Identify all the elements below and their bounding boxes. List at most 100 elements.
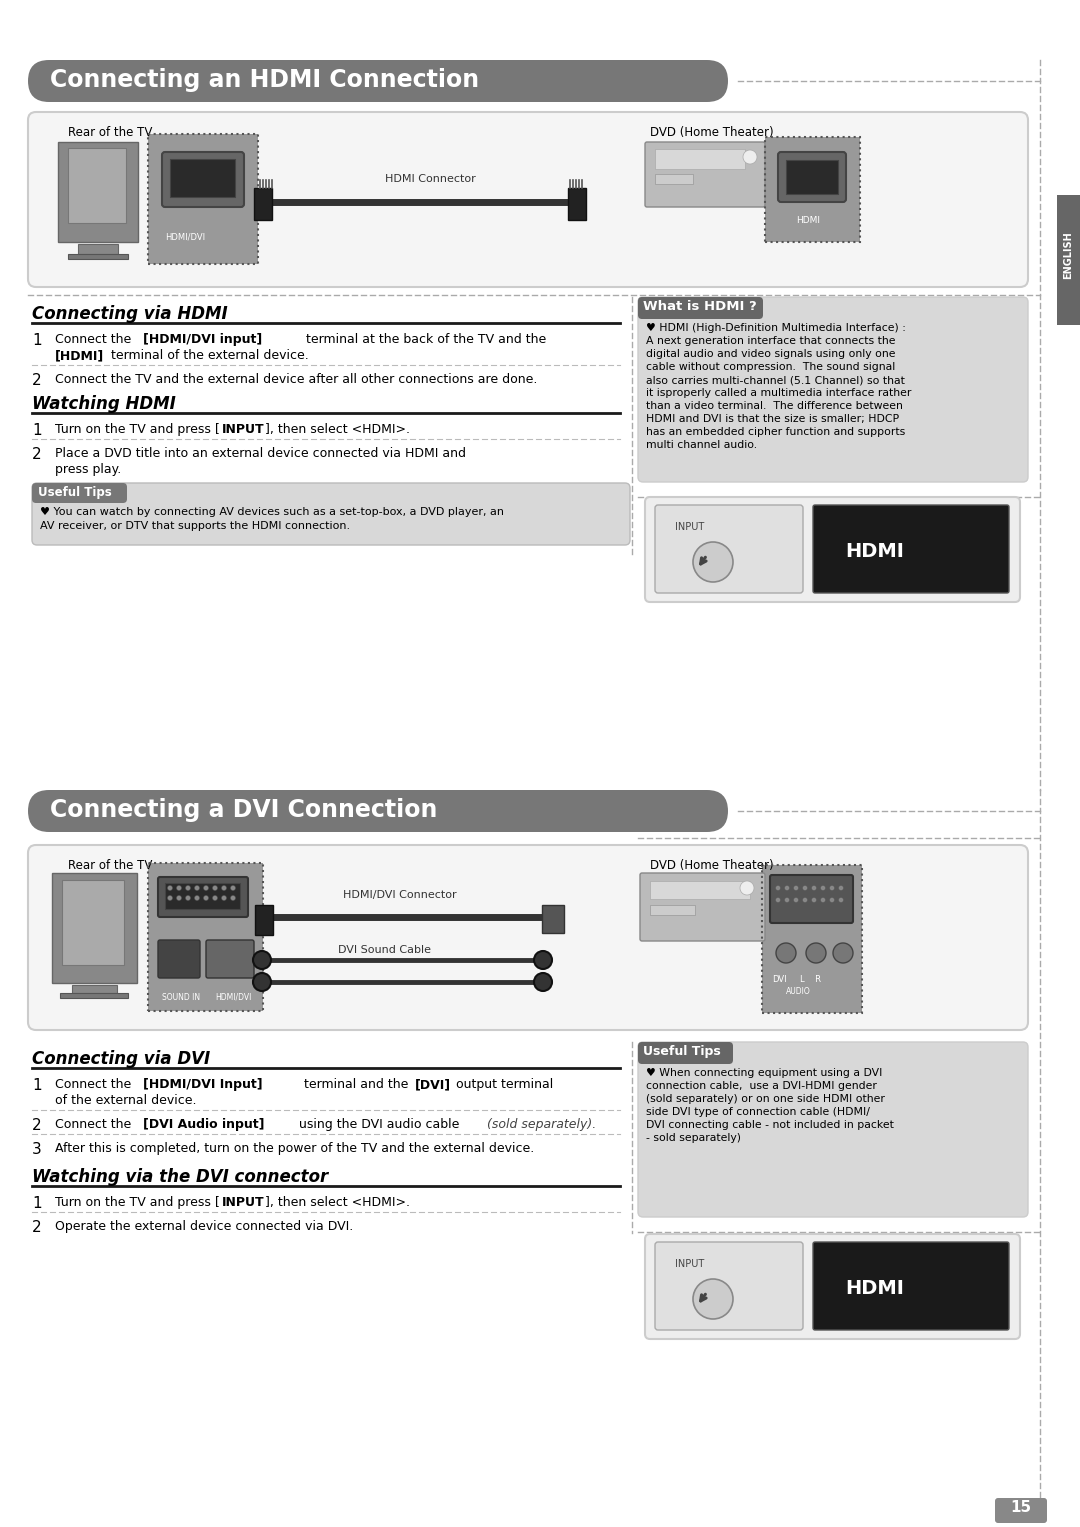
- Circle shape: [811, 898, 816, 902]
- Text: 3: 3: [32, 1142, 42, 1157]
- Text: ♥ You can watch by connecting AV devices such as a set-top-box, a DVD player, an: ♥ You can watch by connecting AV devices…: [40, 507, 504, 530]
- Text: HDMI: HDMI: [845, 542, 904, 560]
- Text: Useful Tips: Useful Tips: [38, 486, 111, 499]
- Circle shape: [213, 886, 217, 890]
- Text: Connect the: Connect the: [55, 333, 135, 347]
- Circle shape: [213, 895, 217, 901]
- Bar: [255, 906, 273, 935]
- FancyBboxPatch shape: [654, 505, 804, 592]
- Text: of the external device.: of the external device.: [55, 1093, 197, 1107]
- Bar: [148, 863, 264, 1011]
- Text: 15: 15: [1011, 1500, 1031, 1515]
- Text: After this is completed, turn on the power of the TV and the external device.: After this is completed, turn on the pow…: [55, 1142, 535, 1154]
- Text: HDMI: HDMI: [796, 215, 820, 224]
- Text: HDMI: HDMI: [845, 1280, 904, 1298]
- Bar: [72, 985, 117, 993]
- Text: Connecting via HDMI: Connecting via HDMI: [32, 305, 228, 324]
- Text: HDMI/DVI: HDMI/DVI: [215, 993, 252, 1002]
- Text: using the DVI audio cable: using the DVI audio cable: [295, 1118, 463, 1132]
- FancyBboxPatch shape: [813, 1241, 1009, 1330]
- Bar: [1057, 195, 1080, 325]
- Bar: [654, 150, 745, 169]
- Circle shape: [794, 898, 798, 902]
- Circle shape: [838, 898, 843, 902]
- Text: (sold separately).: (sold separately).: [487, 1118, 596, 1132]
- FancyBboxPatch shape: [638, 296, 762, 319]
- Bar: [68, 253, 129, 260]
- Text: Connecting via DVI: Connecting via DVI: [32, 1051, 211, 1067]
- Circle shape: [194, 886, 200, 890]
- Circle shape: [534, 973, 552, 991]
- FancyBboxPatch shape: [770, 875, 853, 922]
- Circle shape: [693, 1280, 733, 1319]
- Bar: [654, 174, 693, 183]
- Text: 1: 1: [32, 1196, 42, 1211]
- FancyBboxPatch shape: [158, 941, 200, 977]
- Circle shape: [534, 951, 552, 970]
- Circle shape: [838, 886, 843, 890]
- Text: DVI: DVI: [772, 976, 786, 983]
- Bar: [60, 993, 129, 999]
- Bar: [650, 906, 696, 915]
- Text: Watching via the DVI connector: Watching via the DVI connector: [32, 1168, 328, 1186]
- Text: ], then select <HDMI>.: ], then select <HDMI>.: [265, 423, 410, 437]
- Text: AUDIO: AUDIO: [785, 986, 810, 996]
- Circle shape: [821, 898, 825, 902]
- Circle shape: [221, 886, 227, 890]
- Text: terminal at the back of the TV and the: terminal at the back of the TV and the: [302, 333, 546, 347]
- Circle shape: [167, 886, 173, 890]
- FancyBboxPatch shape: [995, 1498, 1047, 1522]
- Circle shape: [253, 973, 271, 991]
- Text: ], then select <HDMI>.: ], then select <HDMI>.: [265, 1196, 410, 1209]
- Circle shape: [775, 898, 781, 902]
- Text: [DVI]: [DVI]: [415, 1078, 451, 1090]
- Text: INPUT: INPUT: [222, 1196, 265, 1209]
- Text: 1: 1: [32, 423, 42, 438]
- Bar: [78, 244, 118, 253]
- Circle shape: [743, 150, 757, 163]
- Circle shape: [775, 886, 781, 890]
- Text: INPUT: INPUT: [222, 423, 265, 437]
- FancyBboxPatch shape: [813, 505, 1009, 592]
- FancyBboxPatch shape: [645, 496, 1020, 602]
- FancyBboxPatch shape: [28, 789, 728, 832]
- Text: ♥ HDMI (High-Definition Multimedia Interface) :
A next generation interface that: ♥ HDMI (High-Definition Multimedia Inter…: [646, 324, 912, 450]
- Text: Connect the TV and the external device after all other connections are done.: Connect the TV and the external device a…: [55, 373, 538, 386]
- Text: [DVI Audio input]: [DVI Audio input]: [143, 1118, 265, 1132]
- Bar: [148, 863, 264, 1011]
- Circle shape: [777, 944, 796, 964]
- FancyBboxPatch shape: [158, 876, 248, 918]
- Circle shape: [253, 951, 271, 970]
- Circle shape: [811, 886, 816, 890]
- Text: INPUT: INPUT: [675, 522, 704, 531]
- FancyBboxPatch shape: [645, 142, 765, 208]
- Bar: [148, 134, 258, 264]
- FancyBboxPatch shape: [32, 483, 630, 545]
- Bar: [62, 880, 124, 965]
- Bar: [786, 160, 838, 194]
- Text: HDMI/DVI: HDMI/DVI: [165, 232, 205, 241]
- Bar: [765, 137, 860, 241]
- Bar: [762, 864, 862, 1012]
- Circle shape: [802, 898, 808, 902]
- Text: press play.: press play.: [55, 463, 121, 476]
- Circle shape: [829, 886, 835, 890]
- Circle shape: [693, 542, 733, 582]
- Circle shape: [784, 886, 789, 890]
- Circle shape: [186, 886, 190, 890]
- Bar: [148, 134, 258, 264]
- Text: [HDMI/DVI Input]: [HDMI/DVI Input]: [143, 1078, 262, 1090]
- Text: Operate the external device connected via DVI.: Operate the external device connected vi…: [55, 1220, 353, 1232]
- Text: Place a DVD title into an external device connected via HDMI and: Place a DVD title into an external devic…: [55, 447, 465, 460]
- Circle shape: [167, 895, 173, 901]
- Text: Connecting an HDMI Connection: Connecting an HDMI Connection: [50, 69, 480, 92]
- Text: 2: 2: [32, 373, 42, 388]
- Text: L    R: L R: [800, 976, 821, 983]
- FancyBboxPatch shape: [640, 873, 765, 941]
- Circle shape: [203, 895, 208, 901]
- Circle shape: [176, 895, 181, 901]
- Text: HDMI/DVI Connector: HDMI/DVI Connector: [343, 890, 457, 899]
- FancyBboxPatch shape: [778, 153, 846, 202]
- Text: Connecting a DVI Connection: Connecting a DVI Connection: [50, 799, 437, 822]
- Text: [HDMI/DVI input]: [HDMI/DVI input]: [143, 333, 262, 347]
